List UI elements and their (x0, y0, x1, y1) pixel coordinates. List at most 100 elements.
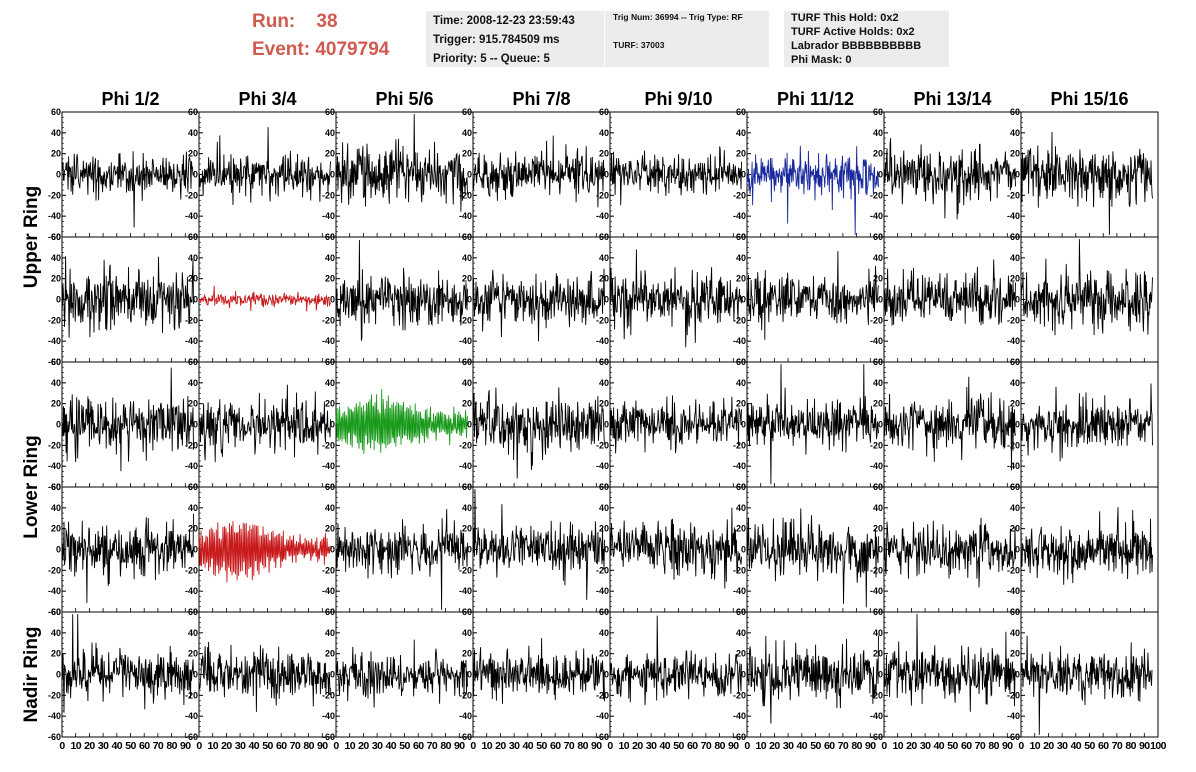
y-tick-label: -40 (596, 586, 609, 596)
y-tick-label: 0 (56, 545, 61, 555)
y-tick-label: -20 (459, 565, 472, 575)
x-tick-label: 50 (810, 740, 821, 752)
run-label: Run: (252, 11, 296, 32)
x-tick-label: 70 (290, 740, 301, 752)
waveform-trace (883, 376, 1016, 471)
waveform-trace (746, 364, 879, 485)
x-tick-label: 40 (1071, 740, 1082, 752)
y-tick-label: 40 (188, 378, 198, 388)
y-tick-label: -40 (1007, 711, 1020, 721)
x-tick-label: 60 (961, 740, 972, 752)
x-tick-label: 10 (618, 740, 629, 752)
y-tick-label: 0 (56, 295, 61, 305)
y-tick-label: -20 (596, 440, 609, 450)
y-tick-label: 20 (1010, 649, 1020, 659)
y-tick-label: -40 (322, 586, 335, 596)
y-tick-label: -20 (459, 315, 472, 325)
waveform-trace (746, 251, 879, 340)
x-tick-label: 50 (673, 740, 684, 752)
waveform-trace (1020, 131, 1153, 235)
time-info-box: Time: 2008-12-23 23:59:43 Trigger: 915.7… (426, 11, 604, 67)
waveform-trace (335, 114, 468, 212)
y-tick-label: -20 (870, 190, 883, 200)
x-tick-label: 40 (386, 740, 397, 752)
x-tick-label: 20 (1043, 740, 1054, 752)
y-tick-label: -60 (48, 732, 61, 742)
y-tick-label: -20 (322, 315, 335, 325)
waveform-trace (883, 259, 1016, 326)
y-tick-label: 20 (599, 399, 609, 409)
y-tick-label: 20 (873, 649, 883, 659)
y-tick-label: -20 (596, 565, 609, 575)
y-tick-label: 0 (193, 670, 198, 680)
y-tick-label: 0 (878, 170, 883, 180)
waveform-trace (609, 507, 742, 589)
x-tick-label: 90 (454, 740, 465, 752)
y-tick-label: 20 (736, 649, 746, 659)
x-tick-label: 10 (344, 740, 355, 752)
x-tick-label: 60 (139, 740, 150, 752)
y-tick-label: 60 (736, 232, 746, 242)
y-tick-label: -20 (322, 190, 335, 200)
waveform-trace (61, 367, 194, 472)
y-tick-label: 40 (1010, 253, 1020, 263)
x-tick-label: 60 (687, 740, 698, 752)
y-tick-label: 20 (325, 274, 335, 284)
y-tick-label: 60 (462, 232, 472, 242)
ring-label: Upper Ring (21, 186, 42, 288)
x-tick-label: 40 (249, 740, 260, 752)
y-tick-label: 0 (193, 420, 198, 430)
y-tick-label: 0 (741, 295, 746, 305)
y-tick-label: 0 (878, 670, 883, 680)
y-tick-label: -20 (870, 565, 883, 575)
x-tick-label: 60 (1098, 740, 1109, 752)
y-tick-label: 60 (188, 107, 198, 117)
x-tick-label: 10 (892, 740, 903, 752)
y-tick-label: -60 (48, 232, 61, 242)
y-tick-label: -40 (459, 586, 472, 596)
y-tick-label: 60 (599, 482, 609, 492)
phi-column-header: Phi 7/8 (512, 89, 570, 109)
y-tick-label: -20 (459, 190, 472, 200)
y-tick-label: 0 (1015, 295, 1020, 305)
waveform-trace (746, 145, 879, 235)
y-tick-label: -40 (48, 211, 61, 221)
y-tick-label: 60 (736, 357, 746, 367)
y-tick-label: 60 (51, 232, 61, 242)
waveform-trace (883, 517, 1016, 588)
y-tick-label: 40 (325, 378, 335, 388)
x-tick-label: 30 (98, 740, 109, 752)
x-tick-label: 50 (262, 740, 273, 752)
trig-info-box: Trig Num: 36994 -- Trig Type: RF TURF: 3… (605, 11, 769, 67)
y-tick-label: 40 (188, 628, 198, 638)
x-tick-label: 80 (577, 740, 588, 752)
y-tick-label: 40 (51, 378, 61, 388)
y-tick-label: 20 (873, 399, 883, 409)
y-tick-label: -20 (459, 440, 472, 450)
y-tick-label: 0 (330, 670, 335, 680)
x-tick-label: 50 (399, 740, 410, 752)
x-tick-label: 70 (564, 740, 575, 752)
y-tick-label: -40 (48, 461, 61, 471)
y-tick-label: 40 (873, 128, 883, 138)
y-tick-label: 60 (188, 357, 198, 367)
x-tick-label: 20 (495, 740, 506, 752)
y-tick-label: -60 (322, 732, 335, 742)
waveform-trace (1020, 239, 1153, 336)
y-tick-label: 20 (325, 149, 335, 159)
y-tick-label: 0 (1015, 170, 1020, 180)
y-tick-label: 40 (736, 253, 746, 263)
y-tick-label: 20 (736, 524, 746, 534)
y-tick-label: 40 (873, 503, 883, 513)
y-tick-label: -60 (48, 482, 61, 492)
x-tick-label: 0 (196, 740, 202, 752)
y-tick-label: 60 (462, 107, 472, 117)
y-tick-label: 40 (1010, 503, 1020, 513)
